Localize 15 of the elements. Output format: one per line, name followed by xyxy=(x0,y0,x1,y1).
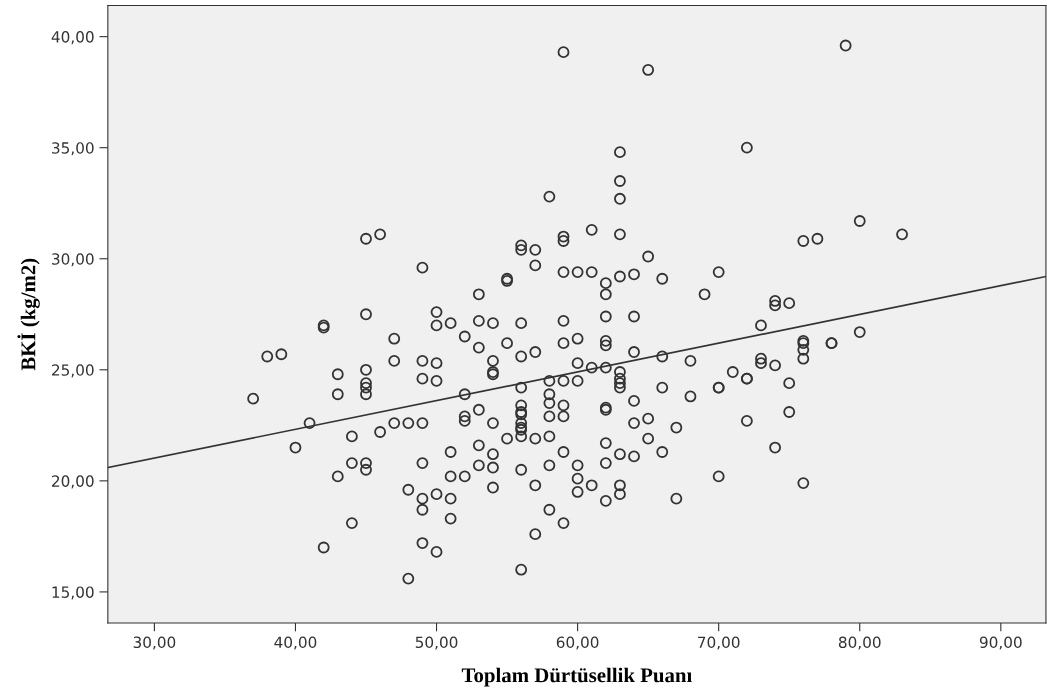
x-tick-label: 80,00 xyxy=(838,636,881,650)
y-tick-label: 35,00 xyxy=(52,142,94,156)
x-tick-label: 50,00 xyxy=(415,636,458,650)
y-tick-label: 15,00 xyxy=(52,586,94,600)
y-tick-label: 40,00 xyxy=(51,31,94,45)
x-axis-title: Toplam Dürtüsellik Puanı xyxy=(461,667,692,687)
y-axis-title: BKİ (kg/m2) xyxy=(17,258,40,371)
x-tick-label: 30,00 xyxy=(133,636,176,650)
y-tick-label: 20,00 xyxy=(52,475,94,489)
y-tick-label: 25,00 xyxy=(52,364,94,378)
y-tick-label: 30,00 xyxy=(52,253,94,267)
x-tick-label: 90,00 xyxy=(979,636,1022,650)
x-tick-label: 60,00 xyxy=(556,636,599,650)
x-tick-label: 70,00 xyxy=(698,636,740,650)
x-tick-label: 40,00 xyxy=(274,636,317,650)
